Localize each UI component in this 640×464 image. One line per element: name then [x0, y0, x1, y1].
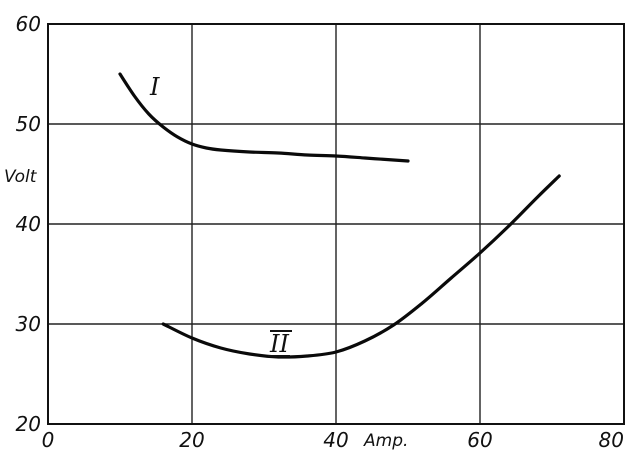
x-axis-label: Amp. [363, 431, 408, 451]
plot-frame [47, 23, 625, 425]
x-tick-label-40: 40 [323, 428, 348, 452]
x-tick-label-60: 60 [467, 428, 492, 452]
y-axis-label: Volt [4, 167, 38, 187]
series-line-ii [161, 174, 561, 359]
x-tick-label-80: 80 [599, 428, 624, 452]
y-tick-label-40: 40 [16, 212, 41, 236]
y-tick-label-30: 30 [16, 312, 41, 336]
x-tick-label-20: 20 [179, 428, 204, 452]
series-line-i [118, 72, 410, 163]
plot-border [47, 23, 625, 425]
series-label-ii-text: II [269, 330, 289, 358]
series-label-i: I [149, 73, 160, 101]
x-tick-label-0: 0 [42, 428, 55, 452]
series-label-ii: II [268, 330, 292, 358]
grid [48, 24, 624, 424]
curves [118, 72, 561, 359]
y-tick-label-60: 60 [16, 12, 41, 36]
y-tick-label-20: 20 [16, 412, 41, 436]
y-tick-label-50: 50 [16, 112, 41, 136]
labels: Amp. Volt I II [4, 73, 408, 451]
